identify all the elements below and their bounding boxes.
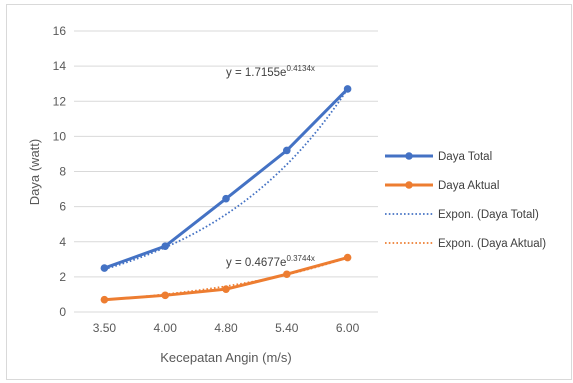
x-tick-label: 4.80	[214, 321, 238, 335]
series-lines	[100, 85, 352, 304]
legend-label: Expon. (Daya Aktual)	[438, 238, 546, 250]
y-tick-label: 8	[59, 165, 66, 179]
data-point	[161, 291, 169, 300]
data-point	[161, 242, 169, 250]
equation-exponent: 0.4134x	[286, 64, 314, 73]
legend-marker	[405, 181, 413, 189]
y-axis-ticks: 0 2 4 6 8 10 12 14 16	[53, 24, 67, 319]
data-point	[343, 253, 352, 262]
legend-label: Daya Aktual	[438, 180, 499, 192]
legend-marker	[405, 152, 413, 160]
legend: Daya Total Daya Aktual Expon. (Daya Total)…	[385, 151, 546, 250]
trend-equation: y = 0.4677e0.3744x	[226, 254, 315, 269]
x-tick-label: 5.40	[275, 321, 299, 335]
equation-annotations: y = 1.7155e0.4134x y = 0.4677e0.3744x	[226, 64, 315, 269]
y-tick-label: 16	[53, 24, 67, 38]
data-point	[100, 295, 109, 304]
trend-equation: y = 1.7155e0.4134x	[226, 64, 315, 79]
x-tick-label: 4.00	[154, 321, 178, 335]
x-tick-label: 3.50	[93, 321, 117, 335]
chart-frame	[6, 4, 572, 380]
y-tick-label: 12	[53, 94, 67, 108]
data-point	[343, 85, 352, 93]
legend-label: Daya Total	[438, 151, 492, 163]
y-tick-label: 0	[59, 305, 66, 319]
data-point	[100, 264, 109, 272]
data-point	[222, 194, 230, 203]
y-tick-label: 4	[59, 235, 66, 249]
equation-base: y = 1.7155e	[226, 67, 286, 79]
trendline	[104, 88, 349, 271]
y-tick-label: 6	[59, 200, 66, 214]
x-axis-ticks: 3.50 4.00 4.80 5.40 6.00	[93, 321, 360, 335]
equation-base: y = 0.4677e	[226, 257, 286, 269]
y-tick-label: 14	[53, 59, 67, 73]
y-axis-title: Daya (watt)	[27, 139, 42, 205]
data-point	[222, 285, 230, 293]
y-tick-label: 10	[53, 129, 67, 143]
y-tick-label: 2	[59, 270, 66, 284]
equation-exponent: 0.3744x	[286, 254, 314, 263]
series-line	[103, 87, 349, 270]
legend-label: Expon. (Daya Total)	[438, 209, 539, 221]
grid-lines	[74, 30, 378, 313]
data-point	[283, 146, 291, 155]
x-tick-label: 6.00	[336, 321, 360, 335]
data-point	[283, 270, 291, 279]
x-axis-title: Kecepatan Angin (m/s)	[160, 350, 292, 365]
